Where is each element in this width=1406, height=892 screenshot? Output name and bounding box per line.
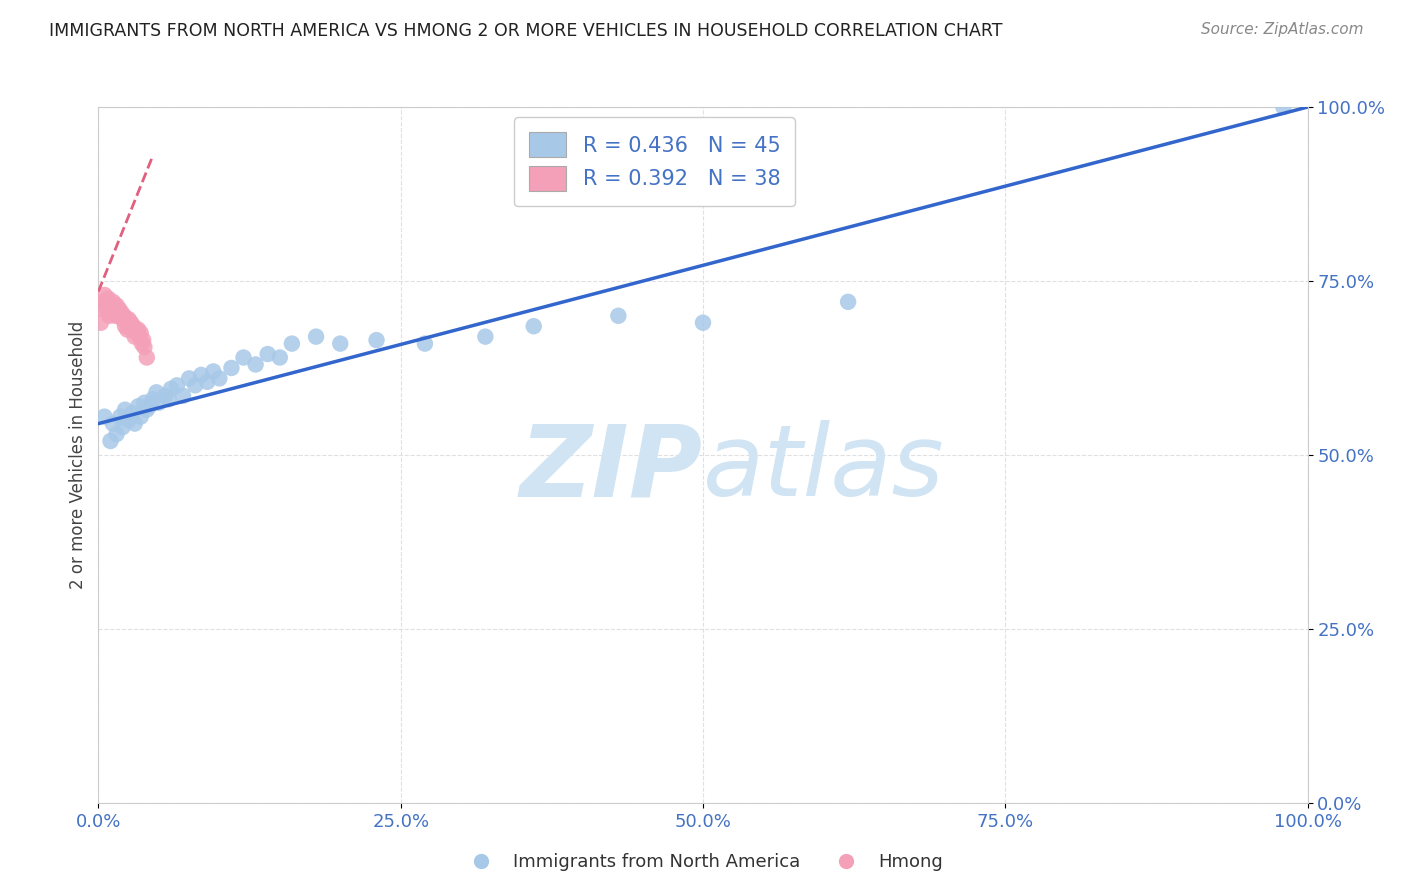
- Point: [100, 434, 122, 448]
- Point: [127, 323, 149, 337]
- Point: [692, 316, 714, 330]
- Point: [190, 368, 212, 382]
- Point: [121, 323, 143, 337]
- Point: [366, 333, 388, 347]
- Point: [111, 420, 134, 434]
- Point: [124, 417, 146, 431]
- Point: [166, 378, 188, 392]
- Point: [96, 301, 118, 316]
- Point: [145, 385, 167, 400]
- Point: [111, 312, 134, 326]
- Point: [184, 378, 207, 392]
- Point: [108, 409, 131, 424]
- Point: [135, 351, 157, 365]
- Point: [93, 288, 115, 302]
- Point: [127, 399, 149, 413]
- Point: [103, 301, 125, 316]
- Y-axis label: 2 or more Vehicles in Household: 2 or more Vehicles in Household: [69, 321, 87, 589]
- Point: [221, 360, 243, 375]
- Point: [100, 298, 122, 312]
- Point: [98, 309, 121, 323]
- Point: [110, 305, 132, 319]
- Point: [105, 427, 128, 442]
- Point: [93, 409, 115, 424]
- Point: [108, 309, 131, 323]
- Point: [172, 389, 194, 403]
- Point: [148, 396, 170, 410]
- Point: [129, 409, 152, 424]
- Text: Source: ZipAtlas.com: Source: ZipAtlas.com: [1201, 22, 1364, 37]
- Point: [305, 329, 328, 343]
- Point: [256, 347, 278, 361]
- Point: [112, 309, 135, 323]
- Point: [121, 406, 143, 420]
- Point: [134, 340, 156, 354]
- Point: [115, 312, 138, 326]
- Point: [114, 402, 136, 417]
- Point: [118, 312, 141, 326]
- Point: [128, 329, 150, 343]
- Point: [94, 294, 117, 309]
- Legend: R = 0.436   N = 45, R = 0.392   N = 38: R = 0.436 N = 45, R = 0.392 N = 38: [515, 118, 796, 206]
- Legend: Immigrants from North America, Hmong: Immigrants from North America, Hmong: [456, 847, 950, 879]
- Point: [101, 294, 124, 309]
- Point: [413, 336, 436, 351]
- Point: [523, 319, 546, 334]
- Point: [132, 333, 155, 347]
- Point: [281, 336, 304, 351]
- Text: atlas: atlas: [703, 420, 945, 517]
- Point: [91, 294, 114, 309]
- Point: [129, 326, 152, 340]
- Point: [837, 294, 859, 309]
- Point: [118, 319, 141, 334]
- Point: [1272, 100, 1295, 114]
- Point: [118, 413, 141, 427]
- Point: [135, 402, 157, 417]
- Point: [131, 336, 153, 351]
- Point: [245, 358, 267, 372]
- Point: [607, 309, 630, 323]
- Point: [97, 291, 120, 305]
- Point: [269, 351, 291, 365]
- Point: [127, 326, 149, 340]
- Point: [117, 323, 139, 337]
- Point: [120, 316, 142, 330]
- Point: [91, 301, 114, 316]
- Text: IMMIGRANTS FROM NORTH AMERICA VS HMONG 2 OR MORE VEHICLES IN HOUSEHOLD CORRELATI: IMMIGRANTS FROM NORTH AMERICA VS HMONG 2…: [49, 22, 1002, 40]
- Point: [124, 329, 146, 343]
- Point: [157, 392, 180, 407]
- Point: [122, 319, 145, 334]
- Point: [105, 298, 128, 312]
- Point: [101, 417, 124, 431]
- Point: [474, 329, 496, 343]
- Point: [153, 389, 176, 403]
- Point: [107, 305, 129, 319]
- Point: [208, 371, 231, 385]
- Point: [108, 301, 131, 316]
- Point: [138, 399, 160, 413]
- Point: [125, 323, 148, 337]
- Point: [114, 319, 136, 334]
- Point: [90, 316, 112, 330]
- Text: ZIP: ZIP: [520, 420, 703, 517]
- Point: [142, 392, 165, 407]
- Point: [329, 336, 352, 351]
- Point: [160, 382, 183, 396]
- Point: [195, 375, 218, 389]
- Point: [179, 371, 201, 385]
- Point: [232, 351, 254, 365]
- Point: [202, 364, 225, 378]
- Point: [134, 396, 156, 410]
- Point: [100, 305, 122, 319]
- Point: [104, 309, 127, 323]
